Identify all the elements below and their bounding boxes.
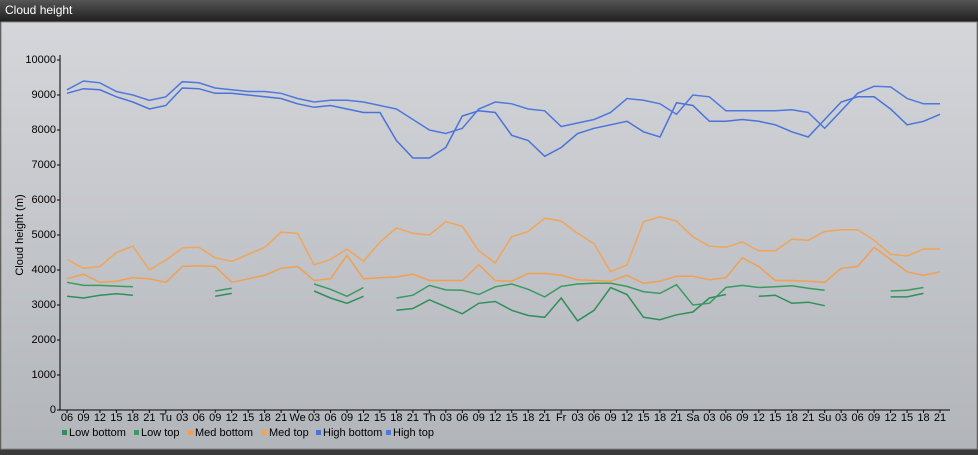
y-tick-label: 7000 (32, 159, 56, 171)
x-tick-label: 21 (275, 412, 287, 424)
x-tick-label: 15 (110, 412, 122, 424)
legend-swatch (386, 430, 391, 435)
x-tick-label: 15 (242, 412, 254, 424)
x-tick-label: 06 (324, 412, 336, 424)
y-axis-label: Cloud height (m) (14, 194, 26, 275)
x-tick-label: 06 (61, 412, 73, 424)
legend-swatch (262, 430, 267, 435)
series-line (66, 246, 941, 285)
x-tick-label: 09 (341, 412, 353, 424)
x-tick-label: 12 (489, 412, 501, 424)
x-tick-label: 12 (357, 412, 369, 424)
legend-label: Med top (269, 427, 309, 439)
x-tick-label: Sa (686, 412, 700, 424)
x-tick-label: 03 (308, 412, 320, 424)
y-tick-label: 10000 (25, 54, 56, 66)
x-tick-label: 09 (473, 412, 485, 424)
x-tick-label: 21 (539, 412, 551, 424)
x-tick-label: 15 (637, 412, 649, 424)
legend-label: Med bottom (195, 427, 253, 439)
series-line (66, 216, 940, 273)
x-tick-label: 15 (374, 412, 386, 424)
x-tick-label: 18 (259, 412, 271, 424)
x-tick-label: 06 (588, 412, 600, 424)
x-tick-label: 18 (786, 412, 798, 424)
legend-label: Low top (141, 427, 180, 439)
series-line (66, 286, 924, 322)
x-tick-label: 06 (193, 412, 205, 424)
x-tick-label: 21 (802, 412, 814, 424)
legend-label: Low bottom (69, 427, 126, 439)
y-tick-label: 9000 (32, 89, 56, 101)
x-tick-label: 09 (736, 412, 748, 424)
legend-label: High top (393, 427, 434, 439)
x-tick-label: 12 (884, 412, 896, 424)
legend-swatch (62, 430, 67, 435)
x-tick-label: 18 (390, 412, 402, 424)
x-tick-label: 15 (769, 412, 781, 424)
y-tick-label: 3000 (32, 299, 56, 311)
x-tick-label: 03 (571, 412, 583, 424)
y-tick-label: 5000 (32, 229, 56, 241)
chart-area (0, 21, 978, 450)
x-tick-label: 06 (852, 412, 864, 424)
title-bar (0, 0, 978, 22)
x-tick-label: 21 (934, 412, 946, 424)
y-tick-label: 0 (50, 404, 56, 416)
x-tick-label: 09 (77, 412, 89, 424)
series-line (66, 281, 924, 306)
x-tick-label: 03 (176, 412, 188, 424)
x-tick-label: Tu (160, 412, 172, 424)
y-tick-label: 1000 (32, 369, 56, 381)
x-tick-label: 18 (917, 412, 929, 424)
legend-swatch (134, 430, 139, 435)
x-tick-label: Su (818, 412, 831, 424)
x-tick-label: 15 (506, 412, 518, 424)
x-tick-label: 18 (654, 412, 666, 424)
legend-swatch (316, 430, 321, 435)
legend-label: High bottom (323, 427, 382, 439)
x-tick-label: 18 (127, 412, 139, 424)
x-tick-label: Fr (556, 412, 567, 424)
x-tick-label: 09 (868, 412, 880, 424)
x-tick-label: 12 (753, 412, 765, 424)
x-tick-label: 21 (407, 412, 419, 424)
x-tick-label: 12 (226, 412, 238, 424)
x-tick-label: 03 (440, 412, 452, 424)
x-tick-label: 18 (522, 412, 534, 424)
x-tick-label: 21 (143, 412, 155, 424)
x-tick-label: 12 (621, 412, 633, 424)
x-tick-label: 15 (901, 412, 913, 424)
x-tick-label: 03 (835, 412, 847, 424)
y-tick-label: 6000 (32, 194, 56, 206)
x-tick-label: 21 (670, 412, 682, 424)
series-line (66, 87, 941, 159)
x-tick-label: 12 (94, 412, 106, 424)
y-tick-label: 8000 (32, 124, 56, 136)
legend-swatch (188, 430, 193, 435)
x-tick-label: 06 (456, 412, 468, 424)
y-tick-label: 4000 (32, 264, 56, 276)
x-tick-label: Th (423, 412, 436, 424)
x-tick-label: 06 (720, 412, 732, 424)
y-tick-label: 2000 (32, 334, 56, 346)
x-tick-label: 03 (703, 412, 715, 424)
x-tick-label: We (289, 412, 305, 424)
series-line (66, 80, 940, 135)
window-title: Cloud height (5, 3, 73, 17)
x-tick-label: 09 (209, 412, 221, 424)
x-tick-label: 09 (604, 412, 616, 424)
